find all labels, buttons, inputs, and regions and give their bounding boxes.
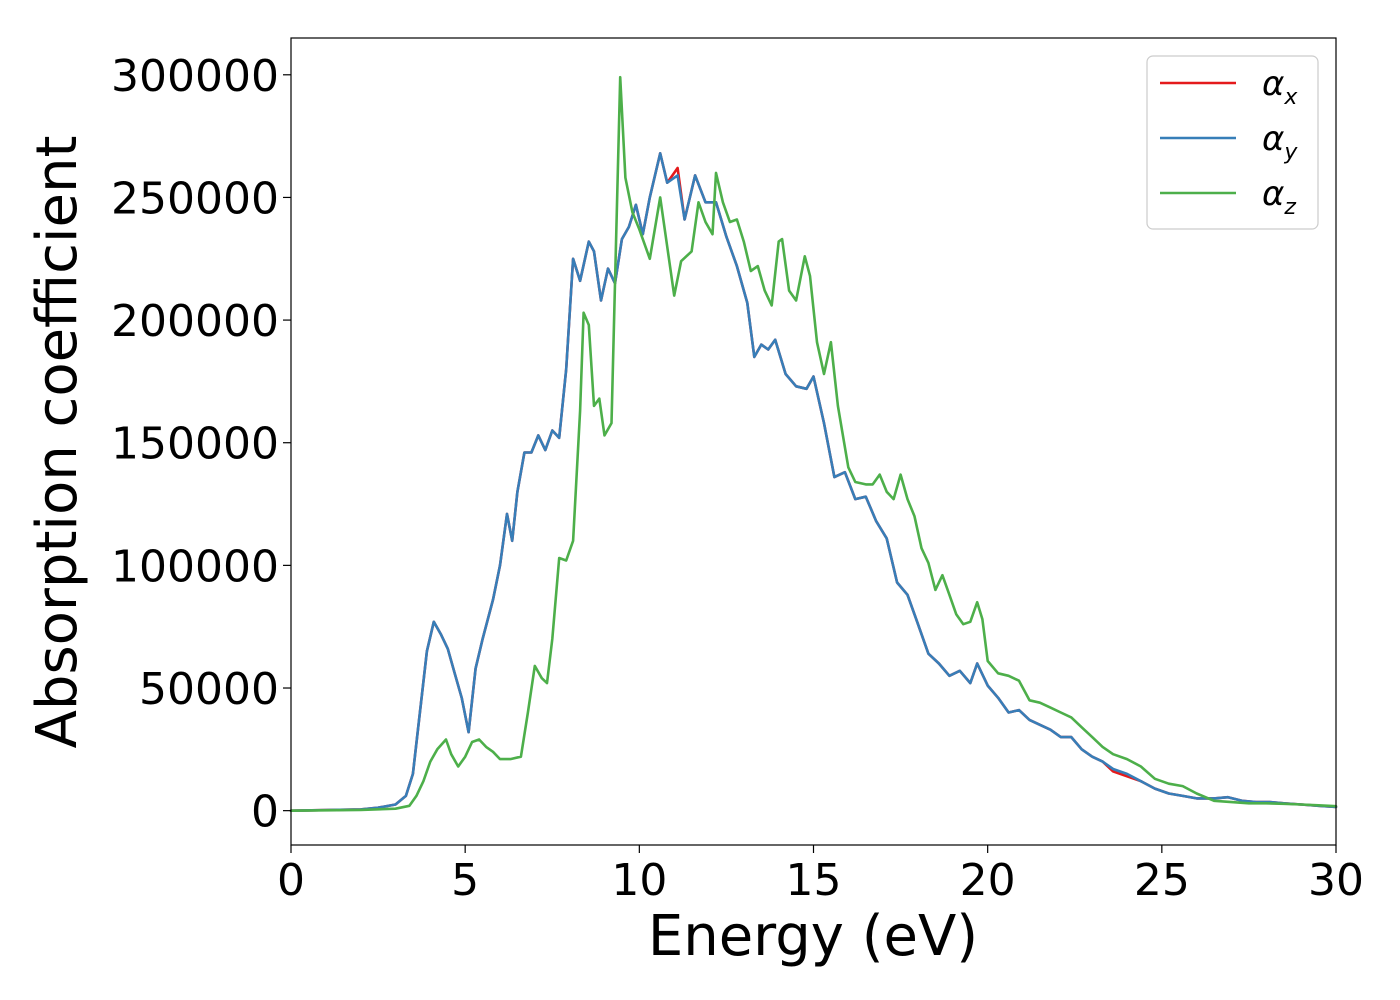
series-line-z (289, 75, 1338, 813)
legend-label-z: αz (1262, 174, 1296, 220)
legend-label-y: αy (1262, 119, 1298, 165)
x-tick-label: 20 (960, 855, 1016, 906)
y-tick-label: 100000 (111, 541, 279, 592)
legend-label-x: αx (1262, 64, 1298, 110)
plot-lines (289, 75, 1338, 813)
legend: αx αy αz (1146, 55, 1319, 230)
x-tick-label: 5 (451, 855, 479, 906)
y-tick-label: 300000 (111, 51, 279, 102)
y-axis-ticks: 0 50000 100000 150000 200000 250000 300000 (111, 51, 291, 838)
x-axis-ticks: 0 5 10 15 20 25 30 (277, 845, 1364, 906)
series-line-y (289, 152, 1338, 813)
x-tick-label: 0 (277, 855, 305, 906)
y-tick-label: 0 (251, 787, 279, 838)
x-tick-label: 10 (611, 855, 667, 906)
x-axis-label: Energy (eV) (648, 904, 978, 969)
y-tick-label: 50000 (139, 664, 279, 715)
y-tick-label: 200000 (111, 296, 279, 347)
y-tick-label: 250000 (111, 173, 279, 224)
legend-box (1146, 55, 1319, 230)
x-tick-label: 30 (1308, 855, 1364, 906)
y-axis-label: Absorption coefficient (25, 136, 90, 749)
x-tick-label: 25 (1134, 855, 1190, 906)
y-tick-label: 150000 (111, 419, 279, 470)
x-tick-label: 15 (786, 855, 842, 906)
